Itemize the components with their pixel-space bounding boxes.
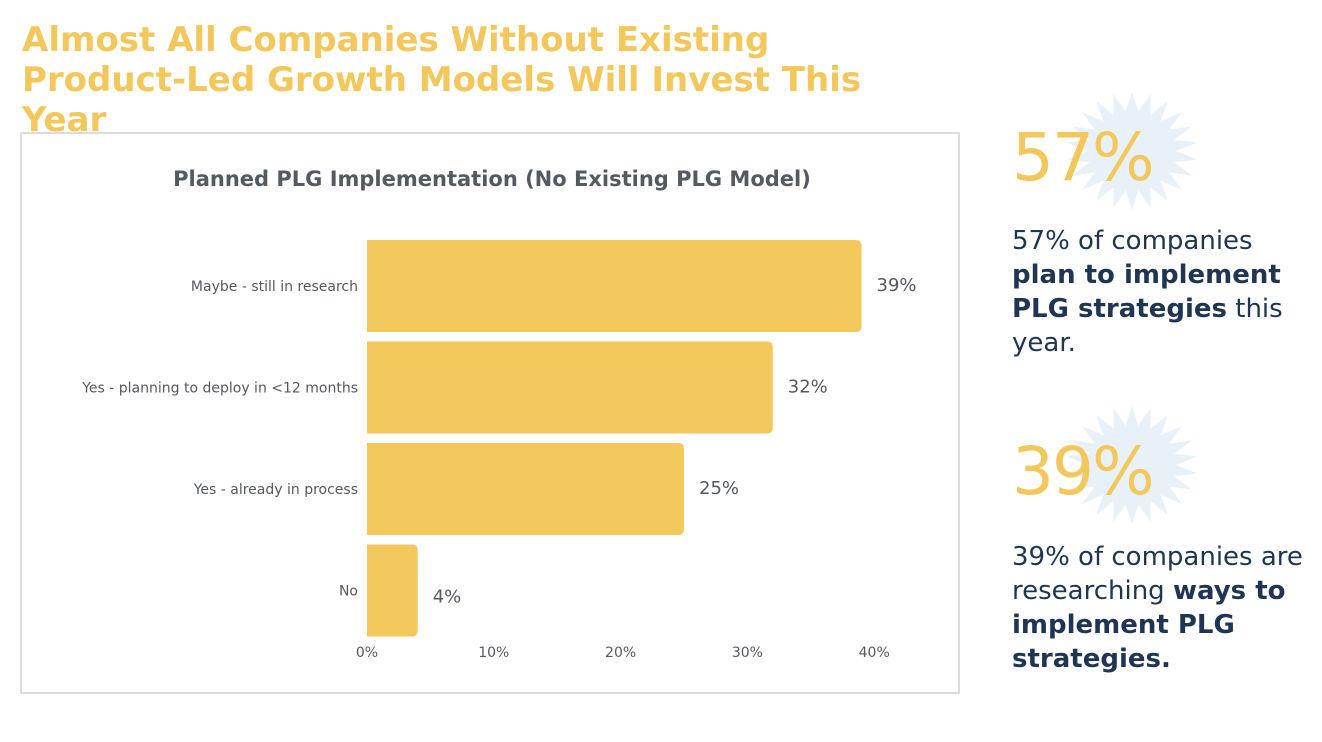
stat-text-before: 57% of companies <box>1012 226 1253 256</box>
category-label: Yes - planning to deploy in <12 months <box>81 381 358 397</box>
bar <box>367 341 773 434</box>
category-label: Yes - already in process <box>193 482 358 498</box>
stat-block-2: 39% 39% of companies are researching way… <box>1012 402 1312 722</box>
data-label: 32% <box>788 377 828 398</box>
x-tick-label: 20% <box>605 645 636 661</box>
stat-description: 57% of companies plan to implement PLG s… <box>1012 224 1312 360</box>
x-tick-label: 10% <box>478 645 509 661</box>
data-label: 25% <box>699 478 739 499</box>
stat-description: 39% of companies are researching ways to… <box>1012 540 1312 676</box>
data-label: 39% <box>877 275 917 296</box>
chart-title: Planned PLG Implementation (No Existing … <box>173 167 811 191</box>
stat-text-bold: ways to implement PLG strategies. <box>1012 576 1286 674</box>
x-tick-label: 30% <box>732 645 763 661</box>
data-label: 4% <box>433 587 462 608</box>
stat-block-1: 57% 57% of companies plan to implement P… <box>1012 88 1312 368</box>
stat-number: 57% <box>1012 119 1155 196</box>
bar <box>367 240 862 332</box>
bar-chart: Maybe - still in research 39% Yes - planni… <box>81 240 917 661</box>
stat-text-bold: plan to implement PLG strategies <box>1012 260 1281 324</box>
chart-container: Planned PLG Implementation (No Existing … <box>20 132 960 694</box>
starburst-icon <box>1066 405 1198 525</box>
stat-text-before: 39% of companies are researching <box>1012 542 1303 606</box>
page-title: Almost All Companies Without Existing Pr… <box>22 20 862 140</box>
stat-number: 39% <box>1012 433 1155 510</box>
category-label: No <box>339 584 358 600</box>
bar <box>367 443 684 535</box>
stat-text-after: this year. <box>1012 294 1283 358</box>
category-label: Maybe - still in research <box>191 279 358 295</box>
x-tick-label: 0% <box>356 645 378 661</box>
bar <box>367 544 418 637</box>
starburst-icon <box>1066 91 1198 211</box>
x-tick-label: 40% <box>859 645 890 661</box>
